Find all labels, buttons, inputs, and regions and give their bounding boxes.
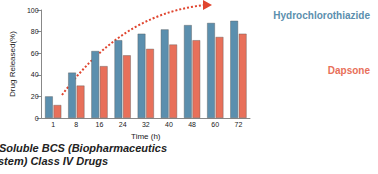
svg-text:100: 100 xyxy=(27,7,39,14)
svg-text:60: 60 xyxy=(211,121,219,128)
svg-text:Drug Released(%): Drug Released(%) xyxy=(8,31,17,97)
svg-text:Hydrochlorothiazide: Hydrochlorothiazide xyxy=(273,10,370,21)
svg-text:16: 16 xyxy=(96,121,104,128)
svg-text:Time (h): Time (h) xyxy=(131,132,161,141)
svg-text:Dapsone: Dapsone xyxy=(328,65,371,76)
svg-text:8: 8 xyxy=(74,121,78,128)
svg-text:1: 1 xyxy=(51,121,55,128)
svg-text:60: 60 xyxy=(31,50,39,57)
svg-text:40: 40 xyxy=(165,121,173,128)
svg-text:Sustained Release of Poorly So: Sustained Release of Poorly Soluble BCS … xyxy=(0,142,170,154)
svg-text:0: 0 xyxy=(35,115,39,122)
svg-text:32: 32 xyxy=(142,121,150,128)
svg-text:20: 20 xyxy=(31,93,39,100)
svg-text:72: 72 xyxy=(235,121,243,128)
svg-text:48: 48 xyxy=(188,121,196,128)
svg-text:24: 24 xyxy=(119,121,127,128)
svg-text:80: 80 xyxy=(31,28,39,35)
svg-text:40: 40 xyxy=(31,71,39,78)
svg-text:Classification System) Class I: Classification System) Class IV Drugs xyxy=(0,155,108,167)
